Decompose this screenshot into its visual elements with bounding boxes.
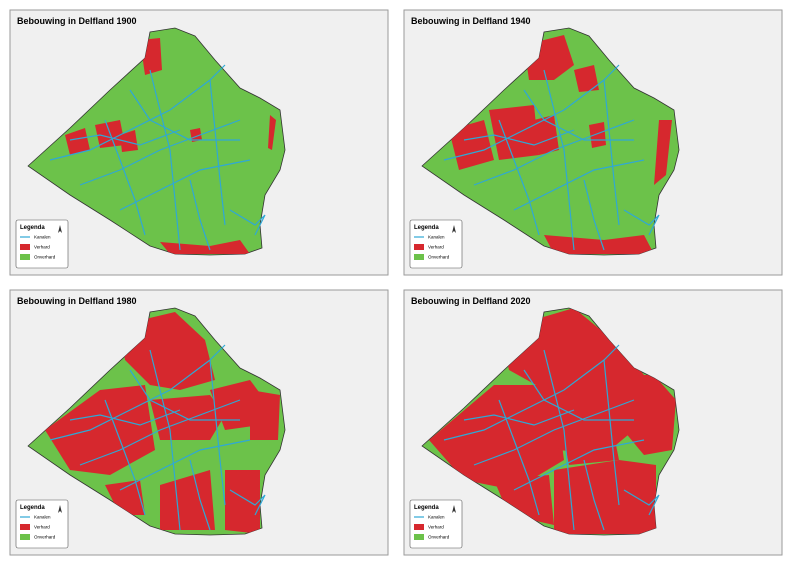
panel-title: Bebouwing in Delfland 1940 — [411, 16, 531, 26]
legend-swatch — [414, 534, 424, 540]
paved-area — [250, 390, 280, 440]
legend-swatch — [20, 524, 30, 530]
legend-swatch — [414, 244, 424, 250]
north-arrow — [58, 505, 62, 513]
map-panel: Bebouwing in Delfland 1980 Legenda Kanalen… — [9, 289, 389, 556]
paved-area — [554, 460, 634, 534]
legend: Legenda Kanalen Verhard Onverhard — [409, 219, 463, 269]
legend: Legenda Kanalen Verhard Onverhard — [409, 499, 463, 549]
legend-item: Onverhard — [34, 255, 56, 260]
paved-area — [45, 385, 155, 475]
legend-item: Kanalen — [428, 515, 445, 520]
legend-item: Onverhard — [34, 535, 56, 540]
paved-areas — [65, 38, 276, 254]
legend-title: Legenda — [20, 505, 45, 511]
map-panel: Bebouwing in Delfland 2020 Legenda Kanalen… — [403, 289, 783, 556]
paved-area — [268, 115, 276, 150]
paved-area — [654, 120, 672, 185]
paved-area — [160, 470, 215, 530]
legend-item: Verhard — [34, 245, 50, 250]
legend-title: Legenda — [414, 225, 439, 231]
legend-item: Onverhard — [428, 255, 450, 260]
legend-title: Legenda — [20, 225, 45, 231]
paved-area — [160, 240, 250, 254]
legend-swatch — [414, 254, 424, 260]
north-arrow — [58, 225, 62, 233]
legend-item: Onverhard — [428, 535, 450, 540]
panel-title: Bebouwing in Delfland 1900 — [17, 16, 137, 26]
legend-swatch — [20, 244, 30, 250]
paved-area — [489, 105, 539, 160]
north-arrow — [452, 505, 456, 513]
panel-title: Bebouwing in Delfland 1980 — [17, 296, 137, 306]
legend-swatch — [20, 254, 30, 260]
north-arrow — [452, 225, 456, 233]
paved-area — [105, 480, 145, 515]
panel-title: Bebouwing in Delfland 2020 — [411, 296, 531, 306]
legend-item: Kanalen — [34, 235, 51, 240]
paved-area — [619, 460, 656, 534]
legend-item: Kanalen — [428, 235, 445, 240]
legend-item: Verhard — [428, 525, 444, 530]
paved-area — [190, 128, 202, 142]
legend-title: Legenda — [414, 505, 439, 511]
legend-swatch — [414, 524, 424, 530]
paved-areas — [429, 308, 676, 534]
map-panel: Bebouwing in Delfland 1940 Legenda Kanalen… — [403, 9, 783, 276]
legend-item: Verhard — [428, 245, 444, 250]
legend-item: Kanalen — [34, 515, 51, 520]
paved-area — [544, 235, 654, 254]
paved-area — [589, 122, 606, 148]
paved-area — [225, 470, 260, 534]
paved-area — [65, 128, 90, 155]
paved-area — [449, 120, 494, 170]
paved-area — [150, 395, 225, 440]
map-panel: Bebouwing in Delfland 1900 Legenda Kanalen… — [9, 9, 389, 276]
legend: Legenda Kanalen Verhard Onverhard — [15, 499, 69, 549]
legend-swatch — [20, 534, 30, 540]
paved-area — [429, 385, 564, 490]
legend-item: Verhard — [34, 525, 50, 530]
paved-area — [120, 130, 138, 152]
paved-area — [574, 65, 599, 92]
legend: Legenda Kanalen Verhard Onverhard — [15, 219, 69, 269]
paved-area — [604, 375, 676, 455]
